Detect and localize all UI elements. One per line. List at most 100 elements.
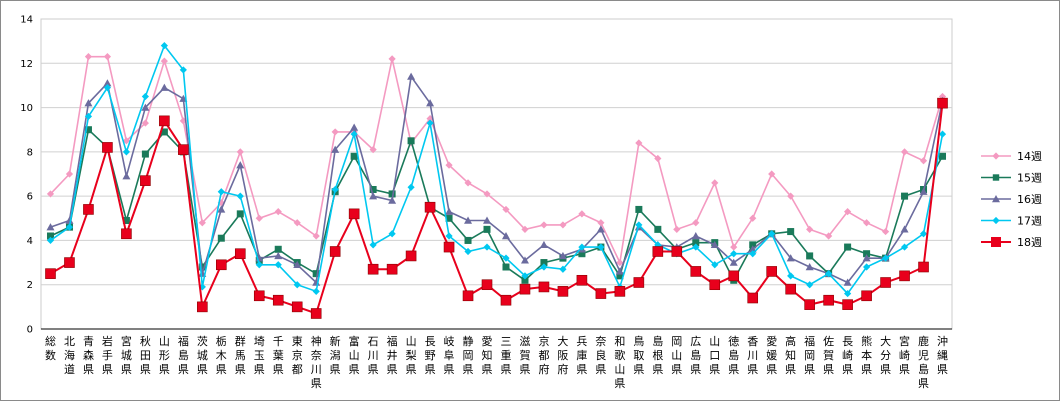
x-tick-label: 岐阜県 — [444, 335, 455, 376]
data-point — [918, 261, 929, 273]
data-point — [46, 223, 55, 231]
data-point — [141, 119, 149, 127]
data-point — [388, 55, 396, 63]
data-point — [559, 221, 567, 229]
data-point — [46, 236, 55, 245]
data-point — [768, 230, 776, 238]
data-point — [578, 243, 586, 251]
x-tick-label: 和歌山県 — [614, 335, 625, 390]
data-point — [825, 270, 833, 278]
data-point — [616, 258, 624, 267]
data-point — [388, 196, 397, 204]
data-point — [557, 286, 569, 297]
y-tick-label: 2 — [27, 280, 33, 291]
legend-item: 17週 — [981, 215, 1042, 228]
data-point — [709, 279, 721, 291]
data-point — [787, 272, 795, 280]
data-point — [312, 287, 320, 295]
data-point — [711, 179, 719, 187]
data-point — [861, 290, 872, 302]
data-point — [65, 170, 74, 178]
data-point — [310, 308, 322, 319]
data-point — [710, 240, 719, 249]
data-point — [236, 161, 245, 169]
data-point — [558, 251, 567, 260]
data-point — [652, 246, 664, 257]
x-tick-label: 岡山県 — [671, 335, 682, 376]
data-point — [481, 279, 493, 291]
data-point — [900, 243, 909, 251]
legend-marker — [992, 152, 1000, 160]
x-tick-label: 静岡県 — [463, 334, 474, 376]
data-point — [901, 192, 909, 200]
data-point — [766, 266, 777, 277]
data-point — [426, 119, 434, 127]
data-point — [331, 128, 339, 136]
data-point — [197, 301, 208, 313]
data-point — [691, 232, 700, 240]
data-point — [787, 192, 795, 200]
data-point — [747, 292, 759, 304]
data-point — [141, 150, 149, 158]
series-group — [45, 41, 948, 319]
x-tick-label: 福岡県 — [804, 334, 815, 376]
data-point — [768, 170, 776, 178]
data-point — [445, 232, 453, 240]
x-tick-label: 長野県 — [425, 335, 436, 376]
x-tick-label: 東京都 — [292, 335, 303, 376]
data-point — [654, 154, 662, 163]
legend-marker — [991, 237, 1001, 247]
data-point — [405, 250, 417, 262]
data-point — [804, 299, 815, 310]
y-tick-label: 8 — [27, 147, 33, 158]
data-point — [539, 240, 548, 249]
data-point — [500, 294, 512, 306]
series-line — [49, 55, 944, 266]
data-point — [45, 268, 56, 279]
data-point — [348, 208, 360, 220]
x-tick-label: 山形県 — [159, 335, 170, 376]
legend-item: 14週 — [981, 150, 1042, 163]
data-point — [274, 245, 282, 253]
data-point — [160, 57, 168, 65]
legend-label: 15週 — [1017, 172, 1042, 185]
x-tick-label: 総数 — [45, 334, 56, 362]
data-point — [426, 115, 434, 123]
x-tick-label: 山梨県 — [406, 335, 417, 376]
data-point — [614, 286, 626, 297]
data-point — [881, 227, 890, 236]
data-point — [159, 115, 170, 127]
x-tick-label: 栃木県 — [216, 334, 227, 376]
data-point — [692, 243, 700, 251]
data-point — [386, 263, 398, 275]
y-tick-labels: 0 2 4 6 8 10 12 14 — [20, 15, 33, 336]
data-point — [160, 41, 168, 50]
data-point — [350, 130, 358, 138]
data-point — [690, 266, 702, 277]
y-tick-label: 4 — [27, 236, 33, 247]
legend-label: 17週 — [1017, 215, 1042, 228]
data-point — [274, 208, 282, 216]
data-point — [919, 187, 928, 195]
data-point — [654, 225, 662, 233]
legend-label: 18週 — [1017, 236, 1042, 249]
x-tick-label: 大阪府 — [557, 334, 568, 376]
x-tick-label: 山口県 — [709, 335, 720, 376]
data-point — [407, 183, 415, 191]
data-point — [635, 221, 643, 229]
series-1 — [46, 53, 947, 267]
legend-label: 14週 — [1017, 150, 1042, 163]
data-point — [331, 145, 340, 153]
data-point — [350, 123, 359, 131]
data-point — [122, 148, 131, 156]
data-point — [483, 243, 491, 251]
y-tick-label: 0 — [27, 325, 33, 336]
data-point — [749, 250, 757, 258]
legend-marker — [992, 195, 1000, 203]
data-point — [122, 137, 131, 145]
x-tick-label: 京都府 — [538, 334, 549, 376]
data-point — [825, 232, 833, 240]
data-point — [464, 179, 472, 187]
data-point — [103, 79, 112, 87]
